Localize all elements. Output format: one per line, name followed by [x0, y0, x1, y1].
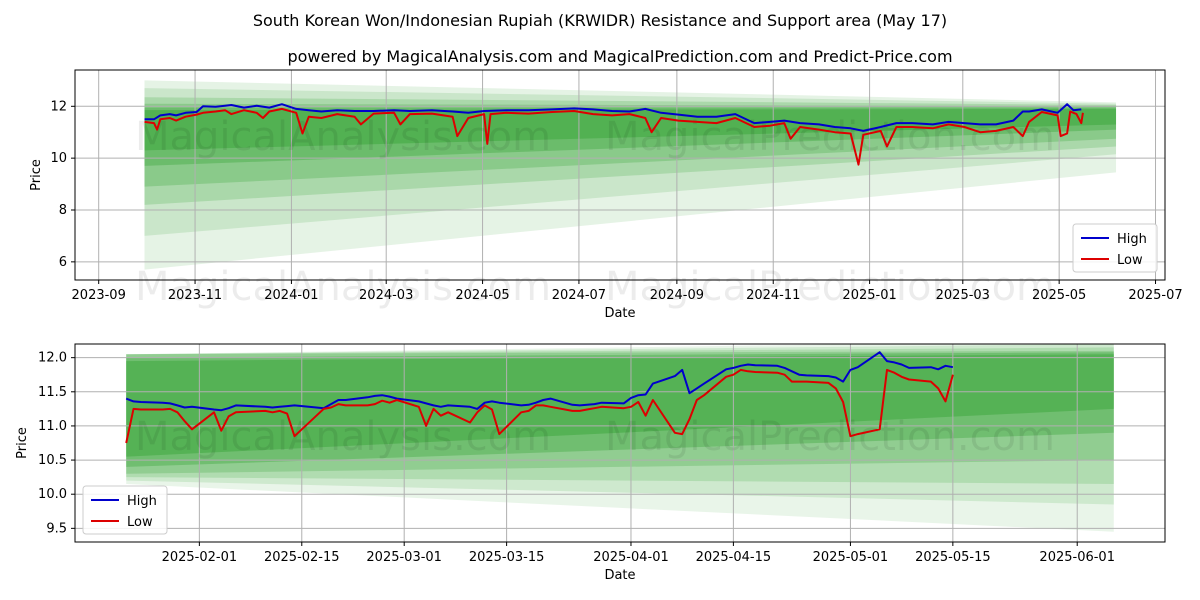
support-resistance-band [144, 97, 1117, 205]
y-tick-label: 6 [59, 255, 67, 270]
x-tick-label: 2025-05-15 [915, 550, 991, 565]
axes-frame [74, 69, 1166, 281]
watermark: MagicalAnalysis.com [135, 414, 551, 460]
y-axis-label: Price [15, 427, 30, 459]
x-tick-label: 2025-05 [1032, 288, 1086, 303]
x-tick-label: 2025-05-01 [813, 550, 889, 565]
support-resistance-band [144, 88, 1117, 236]
x-tick-label: 2024-11 [746, 288, 800, 303]
x-tick-label: 2025-06-01 [1039, 550, 1115, 565]
x-tick-label: 2023-11 [168, 288, 222, 303]
legend-label-high: High [1117, 232, 1147, 247]
bottom-chart-panel: MagicalAnalysis.com MagicalPrediction.com… [15, 343, 1166, 583]
y-axis-label: Price [29, 159, 44, 191]
support-resistance-band [126, 344, 1114, 505]
y-tick-label: 9.5 [46, 521, 67, 536]
x-tick-label: 2025-01 [842, 288, 896, 303]
x-axis-label: Date [604, 306, 635, 321]
x-tick-label: 2025-04-01 [593, 550, 669, 565]
top-chart-panel: MagicalAnalysis.com MagicalPrediction.com… [29, 69, 1183, 321]
series-group [125, 351, 954, 444]
series-line-high [144, 103, 1082, 132]
series-line-low [144, 107, 1084, 166]
support-resistance-band [126, 344, 1114, 532]
watermark: MagicalPrediction.com [605, 114, 1055, 160]
series-group [144, 103, 1084, 166]
x-tick-label: 2024-05 [455, 288, 509, 303]
watermark: MagicalPrediction.com [605, 414, 1055, 460]
y-tick-label: 10 [50, 151, 67, 166]
x-tick-label: 2025-02-01 [162, 550, 238, 565]
watermark: MagicalAnalysis.com [135, 114, 551, 160]
x-tick-label: 2025-03-01 [366, 550, 442, 565]
support-resistance-band [144, 107, 1117, 166]
x-tick-label: 2025-03-15 [469, 550, 545, 565]
support-resistance-band [126, 347, 1114, 484]
support-resistance-band [126, 350, 1114, 474]
support-resistance-band [126, 354, 1114, 457]
y-tick-label: 11.5 [38, 385, 67, 400]
x-tick-label: 2024-07 [552, 288, 606, 303]
legend-label-high: High [127, 494, 157, 509]
support-resistance-band [144, 103, 1117, 187]
series-line-low [125, 368, 954, 444]
x-tick-label: 2024-09 [650, 288, 704, 303]
y-tick-label: 8 [59, 203, 67, 218]
band-group [126, 344, 1114, 532]
axes-frame [74, 343, 1166, 543]
y-tick-label: 12.0 [38, 351, 67, 366]
y-tick-label: 11.0 [38, 419, 67, 434]
support-resistance-band [126, 352, 1114, 467]
legend: High Low [1072, 223, 1158, 273]
x-tick-label: 2025-04-15 [696, 550, 772, 565]
x-tick-label: 2025-07 [1128, 288, 1182, 303]
legend-label-low: Low [127, 515, 153, 530]
legend: High Low [82, 485, 168, 535]
x-tick-label: 2023-09 [72, 288, 126, 303]
series-line-high [125, 351, 954, 412]
x-tick-label: 2024-03 [359, 288, 413, 303]
band-group [144, 80, 1117, 270]
x-tick-label: 2024-01 [264, 288, 318, 303]
y-tick-label: 12 [50, 99, 67, 114]
watermark: MagicalPrediction.com [605, 264, 1055, 310]
x-tick-label: 2025-03 [936, 288, 990, 303]
chart-title: South Korean Won/Indonesian Rupiah (KRWI… [253, 11, 947, 30]
watermark: MagicalAnalysis.com [135, 264, 551, 310]
legend-label-low: Low [1117, 253, 1143, 268]
support-resistance-band [144, 108, 1117, 151]
y-tick-label: 10.5 [38, 453, 67, 468]
x-axis-label: Date [604, 568, 635, 583]
y-tick-label: 10.0 [38, 487, 67, 502]
chart-subtitle: powered by MagicalAnalysis.com and Magic… [287, 47, 952, 66]
x-tick-label: 2025-02-15 [264, 550, 340, 565]
